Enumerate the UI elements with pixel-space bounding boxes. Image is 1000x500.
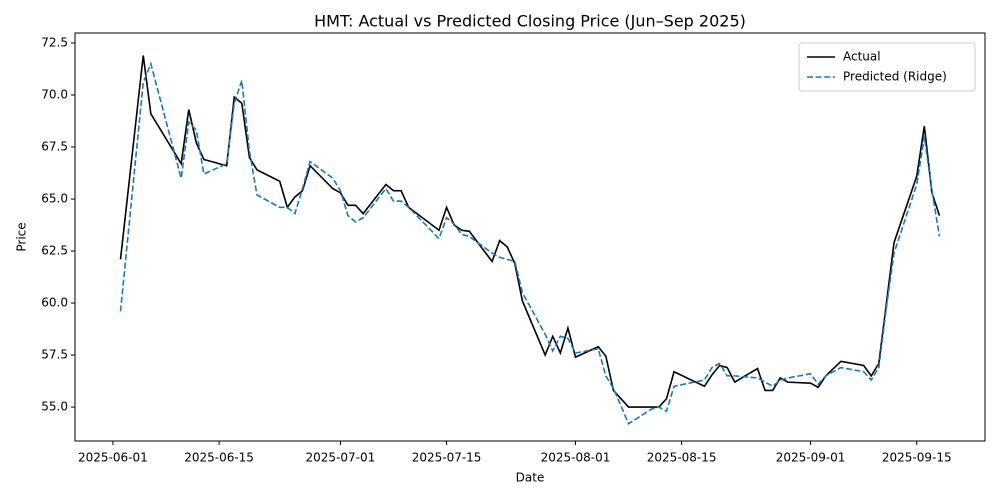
y-tick-label: 72.5 [41, 35, 68, 49]
y-tick-label: 62.5 [41, 244, 68, 258]
legend-label: Predicted (Ridge) [843, 70, 947, 84]
x-tick-label: 2025-08-01 [541, 451, 611, 465]
y-tick-label: 55.0 [41, 400, 68, 414]
x-tick-label: 2025-07-15 [412, 451, 482, 465]
y-tick-label: 57.5 [41, 348, 68, 362]
legend-box [798, 42, 976, 92]
y-tick-label: 65.0 [41, 192, 68, 206]
y-axis-label: Price [15, 222, 29, 251]
x-tick-label: 2025-07-01 [306, 451, 376, 465]
legend: Actual Predicted (Ridge) [798, 42, 976, 92]
series-line [119, 55, 941, 408]
x-axis-label: Date [516, 471, 545, 485]
y-tick-label: 60.0 [41, 296, 68, 310]
x-tick-label: 2025-09-15 [882, 451, 952, 465]
legend-label: Actual [843, 50, 881, 64]
series-line [119, 61, 941, 425]
plot-frame [74, 32, 986, 442]
x-tick-label: 2025-08-15 [647, 451, 717, 465]
x-tick-label: 2025-06-15 [184, 451, 254, 465]
chart-title: HMT: Actual vs Predicted Closing Price (… [314, 12, 746, 31]
y-tick-label: 67.5 [41, 140, 68, 154]
y-tick-label: 70.0 [41, 88, 68, 102]
x-tick-label: 2025-06-01 [78, 451, 148, 465]
x-tick-label: 2025-09-01 [776, 451, 846, 465]
